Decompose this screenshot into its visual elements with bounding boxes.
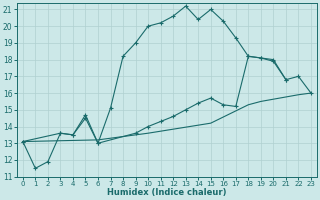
X-axis label: Humidex (Indice chaleur): Humidex (Indice chaleur) xyxy=(107,188,227,197)
